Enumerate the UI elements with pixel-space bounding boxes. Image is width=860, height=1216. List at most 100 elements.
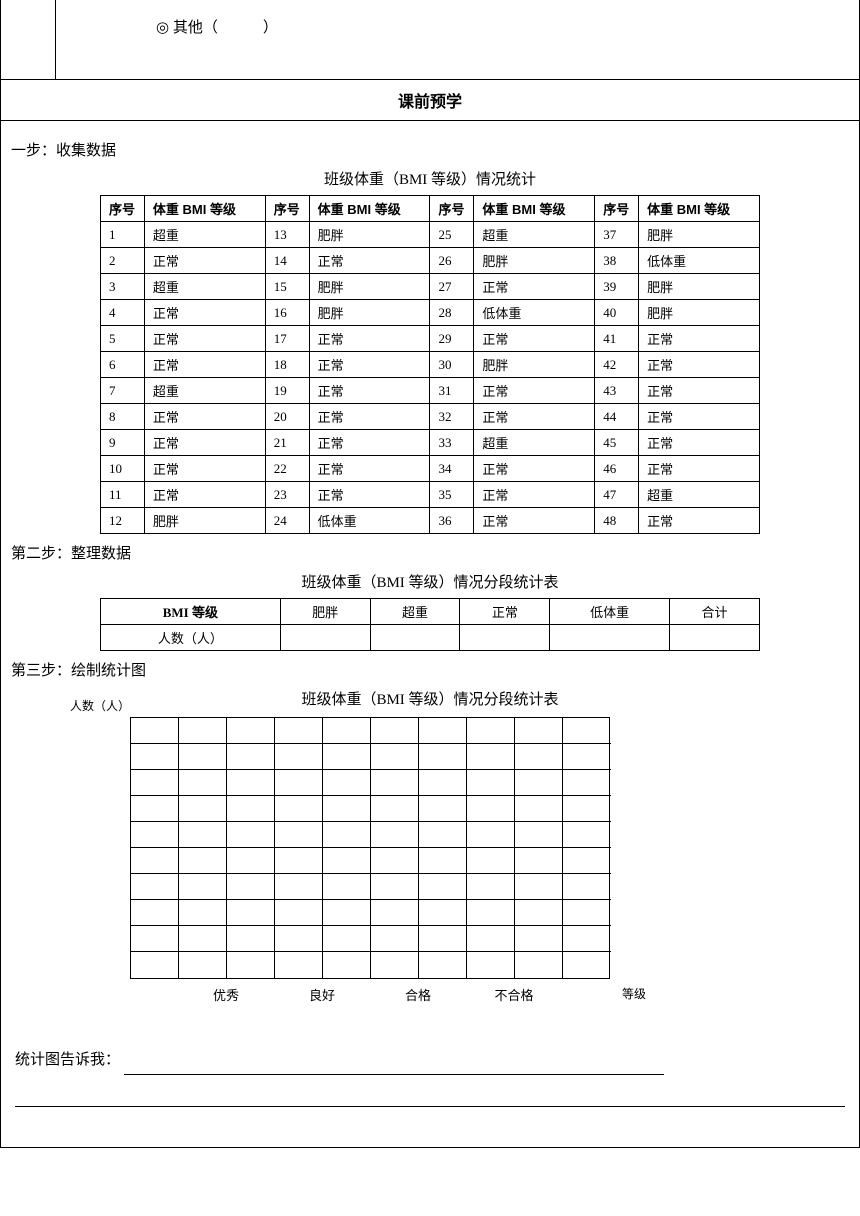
data-table: 序号体重 BMI 等级序号体重 BMI 等级序号体重 BMI 等级序号体重 BM… xyxy=(100,195,760,534)
grid-cell xyxy=(515,822,563,848)
grid-cell xyxy=(131,770,179,796)
x-label: 良好 xyxy=(309,985,335,1004)
level-cell: 正常 xyxy=(309,248,430,274)
table-row: 9正常21正常33超重45正常 xyxy=(101,430,760,456)
level-cell: 肥胖 xyxy=(309,274,430,300)
table-row: 4正常16肥胖28低体重40肥胖 xyxy=(101,300,760,326)
grid-cell xyxy=(515,952,563,978)
level-cell: 正常 xyxy=(474,456,595,482)
table-row: 3超重15肥胖27正常39肥胖 xyxy=(101,274,760,300)
level-cell: 正常 xyxy=(639,456,760,482)
level-header: 体重 BMI 等级 xyxy=(144,196,265,222)
summary-value[interactable] xyxy=(370,625,460,651)
grid-cell xyxy=(419,718,467,744)
table-row: 8正常20正常32正常44正常 xyxy=(101,404,760,430)
level-cell: 正常 xyxy=(639,508,760,534)
summary-value[interactable] xyxy=(670,625,760,651)
seq-cell: 27 xyxy=(430,274,474,300)
level-cell: 正常 xyxy=(474,404,595,430)
grid-cell xyxy=(179,822,227,848)
grid-cell xyxy=(515,926,563,952)
seq-cell: 7 xyxy=(101,378,145,404)
seq-cell: 47 xyxy=(595,482,639,508)
seq-cell: 32 xyxy=(430,404,474,430)
summary-value[interactable] xyxy=(460,625,550,651)
grid-cell xyxy=(131,952,179,978)
top-box: ◎ 其他（ ） xyxy=(1,0,859,80)
data-table-body: 1超重13肥胖25超重37肥胖2正常14正常26肥胖38低体重3超重15肥胖27… xyxy=(101,222,760,534)
grid-cell xyxy=(371,718,419,744)
grid-cell xyxy=(227,900,275,926)
level-cell: 正常 xyxy=(144,482,265,508)
chart-wrap: 人数（人） 等级 优秀良好合格不合格 xyxy=(130,717,730,1005)
grid-cell xyxy=(467,770,515,796)
table-row: 6正常18正常30肥胖42正常 xyxy=(101,352,760,378)
summary-value[interactable] xyxy=(280,625,370,651)
seq-cell: 11 xyxy=(101,482,145,508)
level-cell: 肥胖 xyxy=(474,352,595,378)
grid-cell xyxy=(371,848,419,874)
grid-cell xyxy=(275,796,323,822)
table-row: 7超重19正常31正常43正常 xyxy=(101,378,760,404)
table-row: 2正常14正常26肥胖38低体重 xyxy=(101,248,760,274)
seq-cell: 10 xyxy=(101,456,145,482)
level-cell: 正常 xyxy=(309,482,430,508)
underline-1[interactable] xyxy=(124,1074,664,1075)
level-cell: 肥胖 xyxy=(474,248,595,274)
level-cell: 正常 xyxy=(309,404,430,430)
summary-category: 肥胖 xyxy=(280,599,370,625)
grid-cell xyxy=(227,926,275,952)
table-row: 12肥胖24低体重36正常48正常 xyxy=(101,508,760,534)
seq-cell: 2 xyxy=(101,248,145,274)
summary-category: 低体重 xyxy=(550,599,670,625)
grid-cell xyxy=(131,796,179,822)
seq-cell: 35 xyxy=(430,482,474,508)
grid-cell xyxy=(227,744,275,770)
grid-cell xyxy=(227,848,275,874)
seq-cell: 33 xyxy=(430,430,474,456)
level-cell: 正常 xyxy=(144,456,265,482)
section-header: 课前预学 xyxy=(1,80,859,121)
top-left-cell xyxy=(1,0,56,79)
grid-cell xyxy=(419,796,467,822)
grid-cell xyxy=(563,770,611,796)
level-header: 体重 BMI 等级 xyxy=(309,196,430,222)
grid-cell xyxy=(179,874,227,900)
summary-value[interactable] xyxy=(550,625,670,651)
underline-2[interactable] xyxy=(15,1079,845,1107)
seq-header: 序号 xyxy=(101,196,145,222)
grid-cell xyxy=(275,952,323,978)
grid-cell xyxy=(323,796,371,822)
level-cell: 低体重 xyxy=(309,508,430,534)
seq-cell: 45 xyxy=(595,430,639,456)
seq-cell: 39 xyxy=(595,274,639,300)
level-cell: 肥胖 xyxy=(639,300,760,326)
grid-cell xyxy=(371,822,419,848)
seq-cell: 42 xyxy=(595,352,639,378)
page-frame: ◎ 其他（ ） 课前预学 一步：收集数据 班级体重（BMI 等级）情况统计 序号… xyxy=(0,0,860,1148)
level-cell: 正常 xyxy=(309,456,430,482)
seq-cell: 14 xyxy=(265,248,309,274)
seq-cell: 43 xyxy=(595,378,639,404)
summary-count-header: 人数（人） xyxy=(101,625,281,651)
grid-cell xyxy=(179,952,227,978)
seq-cell: 28 xyxy=(430,300,474,326)
level-cell: 正常 xyxy=(309,430,430,456)
seq-cell: 46 xyxy=(595,456,639,482)
grid-cell xyxy=(419,952,467,978)
level-cell: 正常 xyxy=(144,430,265,456)
level-cell: 正常 xyxy=(639,430,760,456)
y-axis-label: 人数（人） xyxy=(70,697,130,714)
grid-cell xyxy=(467,900,515,926)
tell-me: 统计图告诉我： xyxy=(15,1045,845,1107)
grid-cell xyxy=(131,744,179,770)
level-cell: 正常 xyxy=(474,274,595,300)
grid-cell xyxy=(467,822,515,848)
grid-cell xyxy=(419,848,467,874)
grid-cell xyxy=(419,900,467,926)
seq-cell: 22 xyxy=(265,456,309,482)
grid-cell xyxy=(227,718,275,744)
level-cell: 正常 xyxy=(144,300,265,326)
tell-me-label: 统计图告诉我： xyxy=(15,1052,120,1068)
grid-cell xyxy=(419,874,467,900)
